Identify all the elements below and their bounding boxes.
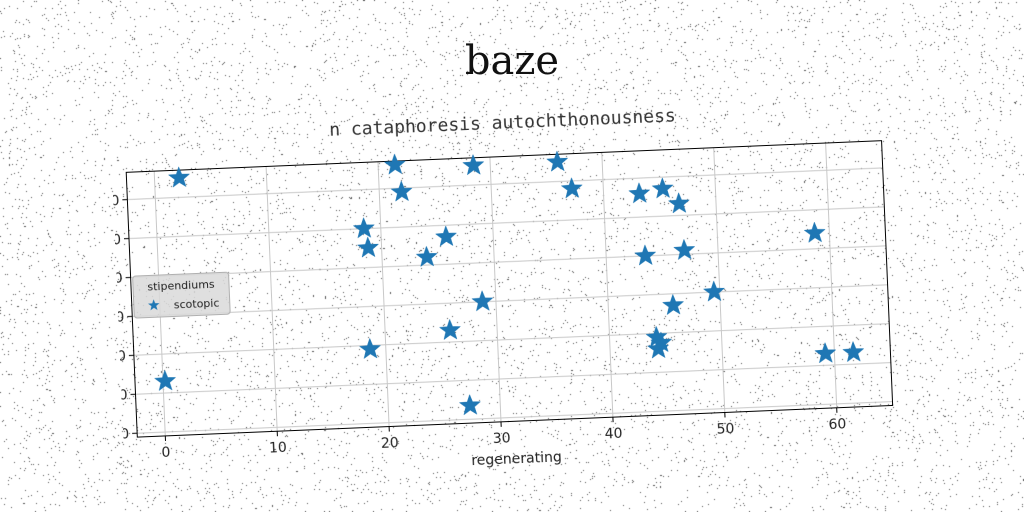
legend-entry-label: scotopic <box>174 297 220 312</box>
scatter-point-star <box>667 192 691 214</box>
x-tick-label: 60 <box>828 416 846 433</box>
grid-lines <box>127 143 893 436</box>
scatter-point-star <box>814 341 837 364</box>
scatter-point-star <box>153 369 177 392</box>
legend-star-shape <box>148 299 160 311</box>
scatter-point-star <box>546 150 569 172</box>
scatter-point-star <box>803 221 826 243</box>
y-grid-line <box>133 323 890 356</box>
scatter-point-star <box>702 280 726 302</box>
y-grid-line <box>130 245 886 278</box>
x-grid-line <box>601 152 614 418</box>
x-tick-label: 10 <box>269 440 287 457</box>
legend-title: stipendiums <box>147 278 215 294</box>
y-grid-line <box>135 362 891 395</box>
y-tick-label: 0 <box>120 427 130 443</box>
scatter-point-star <box>661 293 685 316</box>
scatter-point-star <box>358 337 382 360</box>
y-grid-line <box>127 167 883 201</box>
x-tick-label: 50 <box>716 421 734 438</box>
x-grid-line <box>377 161 390 427</box>
y-tick-label: 60 <box>110 193 120 210</box>
y-tick-label: 50 <box>110 232 121 249</box>
scatter-point-star <box>383 153 406 175</box>
x-tick-label: 0 <box>161 445 171 461</box>
y-grid-line <box>137 401 893 434</box>
scatter-point-star <box>842 340 865 363</box>
scatter-point-star <box>651 177 674 199</box>
scatter-point-star <box>673 238 696 261</box>
scatter-chart: n cataphoresis autochthonousness 0 10 20 30… <box>110 105 894 469</box>
scatter-point-star <box>434 225 458 247</box>
x-tick-label: 30 <box>492 430 510 447</box>
scatter-point-star <box>458 393 482 416</box>
legend: stipendiums scotopic <box>132 271 231 319</box>
chart-container: n cataphoresis autochthonousness 0 10 20 30… <box>110 84 915 487</box>
legend-marker-star <box>148 299 160 311</box>
scatter-point-star <box>471 290 494 312</box>
scatter-point-star <box>415 245 438 268</box>
page-title: baze <box>464 38 560 84</box>
scatter-point-star <box>352 216 375 239</box>
scatter-point-star <box>438 318 462 341</box>
scatter-point-star <box>560 177 583 199</box>
legend-box <box>132 271 231 319</box>
chart-title: n cataphoresis autochthonousness <box>329 105 676 141</box>
x-grid-line <box>265 166 278 432</box>
scatter-point-star <box>650 331 673 353</box>
scatter-point-star <box>628 182 651 204</box>
scatter-point-star <box>634 244 657 266</box>
scatter-point-star <box>462 153 485 176</box>
x-axis-label: regenerating <box>471 449 562 469</box>
x-grid-line <box>825 143 838 408</box>
x-grid-line <box>489 157 502 422</box>
data-points <box>153 150 865 416</box>
x-tick-label: 40 <box>604 426 622 443</box>
y-grid-line <box>128 206 885 240</box>
scatter-point-star <box>356 236 380 258</box>
plot-area-frame <box>125 140 894 438</box>
y-grid-line <box>132 284 888 317</box>
scatter-point-star <box>167 166 191 188</box>
x-tick-label: 20 <box>381 435 399 452</box>
x-grid-line <box>713 147 726 413</box>
scatter-point-star <box>390 180 413 202</box>
